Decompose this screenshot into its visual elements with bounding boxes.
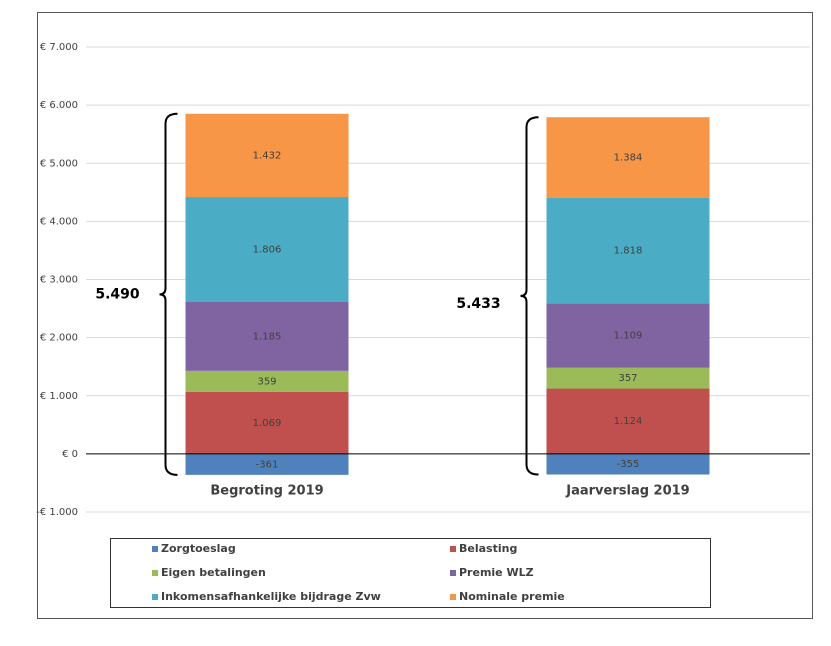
legend-label: Belasting: [459, 542, 517, 555]
value-label: 357: [618, 373, 637, 384]
value-label: -355: [617, 459, 640, 470]
legend-marker: [450, 546, 456, 552]
bar-segment: [546, 197, 710, 304]
legend-marker: [152, 546, 158, 552]
y-tick-label: € 4.000: [40, 216, 78, 227]
brace: [520, 116, 539, 476]
legend-label: Nominale premie: [459, 590, 565, 603]
bar-segment: [185, 370, 349, 392]
y-tick-label: € 7.000: [40, 42, 78, 53]
bar-segment: [185, 197, 349, 302]
bar-segment: [185, 453, 349, 475]
brace: [159, 112, 178, 476]
legend-label: Premie WLZ: [459, 566, 534, 579]
y-tick-label: € 0: [62, 449, 78, 460]
bar-segment: [546, 117, 710, 198]
value-label: 1.432: [253, 150, 282, 161]
value-label: 1.818: [614, 245, 643, 256]
value-label: 1.185: [253, 331, 282, 342]
bar-segment: [546, 453, 710, 475]
legend-label: Zorgtoeslag: [161, 542, 236, 555]
bar-segment: [185, 301, 349, 371]
legend-marker: [152, 570, 158, 576]
bar-segment: [185, 113, 349, 198]
legend-box: [110, 538, 711, 608]
x-tick-label: Jaarverslag 2019: [565, 484, 689, 499]
y-tick-label: € 5.000: [40, 158, 78, 169]
bar-segment: [546, 367, 710, 389]
bar-segment: [546, 303, 710, 368]
y-tick-label: € 1.000: [40, 391, 78, 402]
y-tick-label: € 2.000: [40, 333, 78, 344]
y-tick-label: -€ 1.000: [36, 507, 78, 518]
y-tick-label: € 3.000: [40, 275, 78, 286]
legend-marker: [450, 594, 456, 600]
y-tick-label: € 6.000: [40, 100, 78, 111]
value-label: 1.384: [614, 152, 643, 163]
legend-marker: [450, 570, 456, 576]
bar-segment: [185, 391, 349, 454]
value-label: 1.806: [253, 245, 282, 256]
value-label: 1.109: [614, 331, 643, 342]
value-label: 1.069: [253, 418, 282, 429]
value-label: 1.124: [614, 416, 643, 427]
bar-segment: [546, 388, 710, 454]
legend-label: Eigen betalingen: [161, 566, 266, 579]
x-tick-label: Begroting 2019: [210, 484, 323, 499]
brace-label: 5.433: [456, 296, 500, 312]
value-label: -361: [256, 459, 279, 470]
value-label: 359: [257, 376, 276, 387]
brace-label: 5.490: [95, 286, 140, 302]
legend-label: Inkomensafhankelijke bijdrage Zvw: [161, 590, 381, 603]
legend-marker: [152, 594, 158, 600]
